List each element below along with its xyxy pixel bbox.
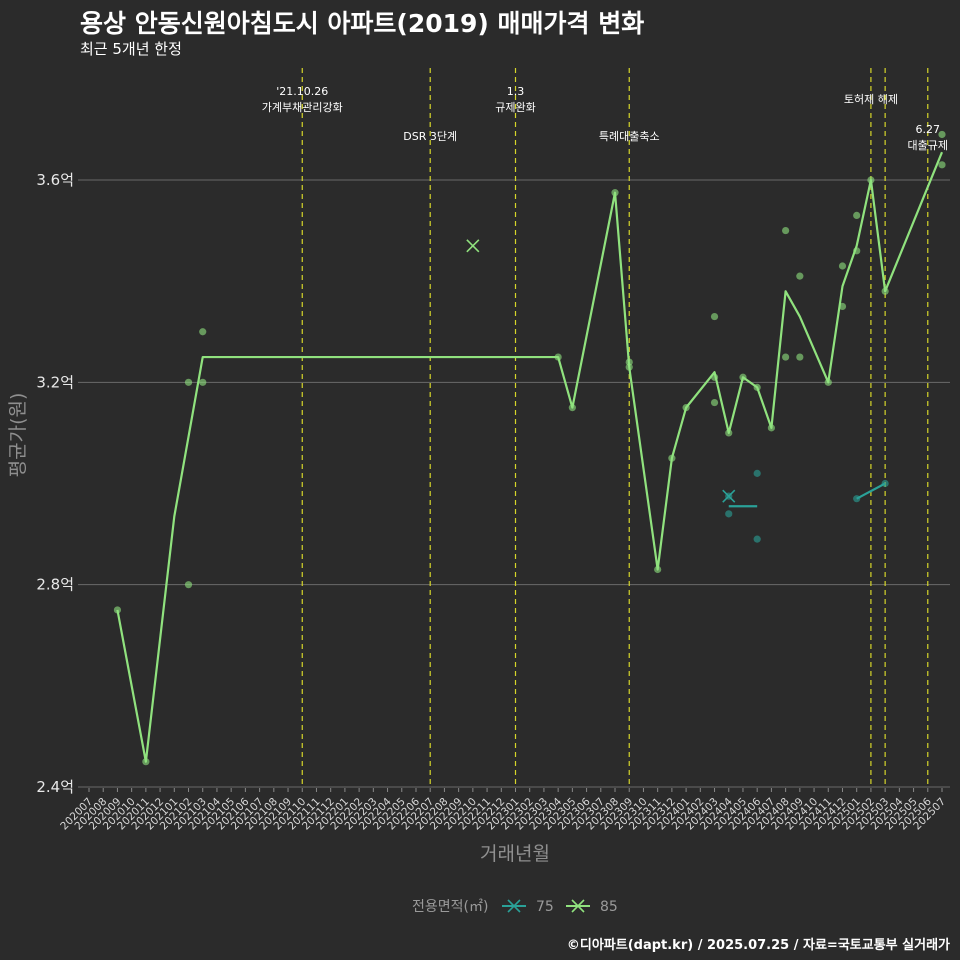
x-tick-labels: 2020072020082020092020102020112020122021… [58, 788, 948, 832]
y-axis-title: 평균가(원) [7, 393, 29, 478]
data-point-85 [796, 353, 804, 361]
data-point-85 [824, 378, 832, 386]
event-label: 6.27 [916, 123, 941, 136]
y-tick-label: 3.2억 [36, 373, 74, 391]
data-point-85 [113, 606, 122, 614]
event-label: 특례대출축소 [599, 130, 660, 143]
data-point-85 [625, 358, 633, 366]
data-point-85 [938, 130, 946, 139]
event-label: 가계부채관리강화 [262, 101, 343, 114]
data-point-85 [184, 378, 193, 386]
series-line-75 [856, 482, 886, 500]
cross-stroke [722, 489, 736, 503]
legend-key-cross [571, 899, 585, 913]
data-point-85 [199, 378, 207, 386]
y-tick-label: 3.6억 [36, 171, 74, 189]
event-label: 토허제 해제 [844, 92, 898, 106]
data-point-85 [881, 287, 889, 295]
source-credit: ©디아파트(dapt.kr) / 2025.07.25 / 자료=국토교통부 실… [566, 938, 950, 953]
cross-marker-75 [722, 489, 736, 503]
data-point-75 [853, 495, 861, 503]
data-point-85 [199, 328, 207, 336]
cross-marker-85 [466, 239, 480, 253]
chart-subtitle: 최근 5개년 한정 [80, 40, 182, 58]
data-point-85 [782, 353, 790, 361]
y-tick-labels: 2.4억 2.8억 3.2억 3.6억 [36, 171, 74, 796]
data-point-85 [938, 161, 946, 169]
data-point-85 [668, 454, 676, 462]
data-point-85 [568, 404, 576, 412]
data-point-75 [725, 510, 733, 518]
event-label: 규제완화 [495, 101, 535, 114]
legend-label-75: 75 [536, 899, 554, 915]
data-point-75 [753, 535, 761, 543]
y-tick-label: 2.4억 [36, 778, 74, 796]
series-line-85 [116, 151, 944, 763]
data-point-75 [881, 479, 889, 488]
y-tick-label: 2.8억 [36, 576, 74, 594]
x-axis-title: 거래년월 [480, 843, 550, 865]
event-label: '21.10.26 [276, 85, 328, 98]
event-label: 1.3 [507, 85, 525, 98]
chart-title: 용상 안동신원아침도시 아파트(2019) 매매가격 변화 [80, 9, 645, 38]
data-point-85 [753, 383, 761, 391]
legend-title: 전용면적(㎡) [412, 899, 488, 915]
data-point-85 [867, 176, 875, 184]
data-point-85 [710, 398, 719, 407]
data-point-85 [554, 353, 562, 361]
grid-lines [78, 179, 950, 788]
data-point-85 [767, 424, 776, 432]
series-layer [113, 130, 946, 766]
data-point-85 [682, 404, 690, 412]
cross-stroke [466, 239, 480, 253]
data-point-85 [739, 373, 747, 381]
data-point-85 [184, 581, 193, 589]
legend-label-85: 85 [600, 899, 618, 915]
data-point-85 [710, 312, 719, 321]
event-label: DSR 3단계 [403, 130, 457, 143]
data-point-85 [838, 302, 847, 311]
legend-key-cross [507, 899, 521, 913]
data-point-85 [654, 565, 662, 574]
legend: 전용면적(㎡) 75 85 [412, 899, 618, 915]
data-point-85 [782, 226, 790, 235]
data-point-75 [753, 469, 761, 477]
data-point-85 [838, 262, 847, 270]
data-point-85 [796, 272, 804, 280]
data-point-85 [853, 247, 861, 255]
data-point-85 [710, 373, 719, 381]
event-label: 대출규제 [908, 139, 948, 152]
data-point-85 [142, 758, 150, 766]
data-point-85 [625, 363, 633, 371]
data-point-85 [853, 211, 861, 220]
data-point-85 [611, 189, 619, 197]
data-point-85 [725, 429, 733, 437]
